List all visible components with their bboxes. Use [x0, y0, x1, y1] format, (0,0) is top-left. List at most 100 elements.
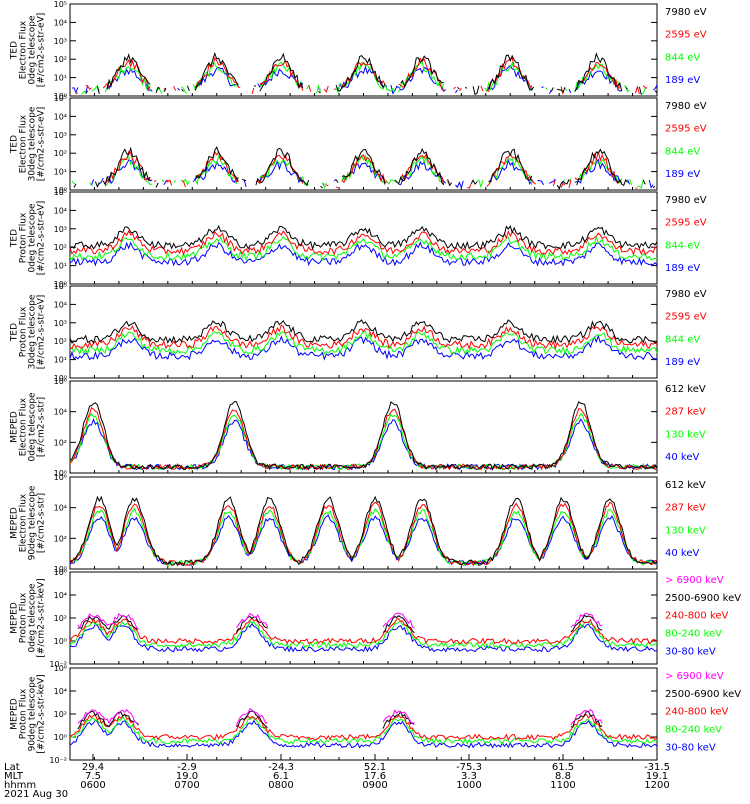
- series-trace-612-kev: [69, 495, 658, 567]
- series-trace-2595-ev: [69, 324, 658, 350]
- y-tick-label: 10⁶: [54, 377, 67, 386]
- panel-4: 10⁰ 10¹ 10² 10³ 10⁴ 10⁵ TEDProton Flux30deg te…: [10, 282, 707, 383]
- series-trace-2595-ev: [69, 229, 658, 256]
- series-trace-2595-ev: [76, 58, 657, 94]
- y-tick-label: 10⁰: [54, 733, 67, 742]
- legend-entry: 189 eV: [665, 75, 700, 86]
- legend-entry: 2595 eV: [665, 124, 707, 135]
- y-axis-label: MEPEDElectron Flux90deg telescope[#/cm2-…: [10, 485, 47, 560]
- y-tick-label: 10⁻²: [49, 660, 67, 669]
- y-tick-label: 10⁴: [54, 408, 67, 417]
- panel-8: 10⁻² 10⁰ 10² 10⁴ 10⁶ MEPEDProton Flux90deg te…: [10, 664, 742, 765]
- series-trace-189-ev: [69, 240, 658, 267]
- legend-entry: 7980 eV: [665, 289, 707, 300]
- legend-entry: 189 eV: [665, 357, 700, 368]
- x-tick-label-lat: -24.3: [268, 762, 294, 773]
- legend-entry: 7980 eV: [665, 195, 707, 206]
- legend-entry: 2500-6900 keV: [665, 689, 741, 700]
- legend-entry: 240-800 keV: [665, 611, 729, 622]
- y-axis-label: TEDProton Flux0deg telescope[#/cm2-s-str…: [10, 201, 47, 276]
- y-tick-label: 10²: [54, 710, 67, 719]
- y-tick-label: 10¹: [54, 74, 67, 83]
- x-tick-label-lat: 52.1: [364, 762, 386, 773]
- y-tick-label: 10¹: [54, 356, 67, 365]
- y-tick-label: 10²: [54, 438, 67, 447]
- series-trace-844-ev: [69, 235, 658, 262]
- x-tick-label-hhmm: 0800: [268, 780, 293, 791]
- legend-entry: 2595 eV: [665, 312, 707, 323]
- y-tick-label: 10¹: [54, 168, 67, 177]
- series-trace-844-ev: [81, 61, 646, 95]
- y-tick-label: 10⁴: [54, 591, 67, 600]
- panel-7: 10⁻² 10⁰ 10² 10⁴ 10⁶ MEPEDProton Flux0deg tel…: [10, 568, 742, 669]
- legend-entry: 612 keV: [665, 384, 706, 395]
- legend-entry: 40 keV: [665, 548, 699, 559]
- series-trace--6900-kev: [77, 612, 603, 630]
- date-label: 2021 Aug 30: [4, 789, 68, 800]
- y-tick-label: 10⁵: [54, 282, 67, 291]
- legend-entry: 7980 eV: [665, 101, 707, 112]
- x-tick-label-hhmm: 0600: [80, 780, 105, 791]
- y-tick-label: 10⁴: [54, 300, 67, 309]
- series-trace-2595-ev: [105, 152, 655, 189]
- y-tick-label: 10²: [54, 534, 67, 543]
- y-axis-label: TEDProton Flux30deg telescope[#/cm2-s-st…: [10, 294, 47, 369]
- series-trace-40-kev: [69, 514, 658, 566]
- legend-entry: 130 keV: [665, 429, 706, 440]
- series-trace-189-ev: [69, 334, 658, 361]
- series-trace-189-ev: [71, 64, 658, 95]
- series-trace-7980-ev: [85, 51, 658, 96]
- y-tick-label: 10⁰: [54, 469, 67, 478]
- y-axis-label: MEPEDElectron Flux0deg telescope[#/cm2-s…: [10, 392, 47, 462]
- series-trace-287-kev: [69, 406, 658, 471]
- y-tick-label: 10⁰: [54, 92, 67, 101]
- y-tick-label: 10⁰: [54, 637, 67, 646]
- y-tick-label: 10⁴: [54, 18, 67, 27]
- series-trace-612-kev: [69, 400, 658, 471]
- x-tick-label-lat: 29.4: [82, 762, 104, 773]
- legend-entry: 30-80 keV: [665, 646, 716, 657]
- x-tick-label-lat: -31.5: [644, 762, 670, 773]
- legend-entry: 7980 eV: [665, 7, 707, 18]
- x-tick-label-mlt: 7.5: [85, 771, 101, 782]
- mlt-row-label: MLT: [4, 771, 24, 782]
- legend-entry: 287 keV: [665, 503, 706, 514]
- x-tick-label-mlt: 19.1: [646, 771, 668, 782]
- y-tick-label: 10⁶: [54, 568, 67, 577]
- series-trace-80-240-kev: [69, 715, 658, 745]
- series-trace--6900-kev: [77, 708, 603, 726]
- x-tick-label-mlt: 6.1: [273, 771, 289, 782]
- y-tick-label: 10⁵: [54, 0, 67, 9]
- y-tick-label: 10²: [54, 149, 67, 158]
- x-tick-label-mlt: 8.8: [555, 771, 571, 782]
- y-tick-label: 10²: [54, 614, 67, 623]
- series-trace-7980-ev: [73, 145, 656, 190]
- panel-frame: [69, 97, 658, 191]
- x-tick-label-hhmm: 1200: [644, 780, 669, 791]
- legend-entry: 30-80 keV: [665, 742, 716, 753]
- legend-entry: 844 eV: [665, 334, 700, 345]
- y-tick-label: 10²: [54, 243, 67, 252]
- x-tick-label-hhmm: 0900: [362, 780, 387, 791]
- x-tick-label-lat: -75.3: [456, 762, 482, 773]
- x-tick-label-mlt: 19.0: [176, 771, 198, 782]
- x-tick-label-mlt: 17.6: [364, 771, 386, 782]
- series-trace-7980-ev: [69, 224, 658, 251]
- series-trace-2500-6900-kev: [77, 710, 603, 730]
- legend-entry: > 6900 keV: [665, 575, 724, 586]
- x-tick-label-hhmm: 1100: [550, 780, 575, 791]
- series-trace-844-ev: [72, 156, 649, 188]
- x-tick-label-lat: -2.9: [177, 762, 197, 773]
- legend-entry: 2500-6900 keV: [665, 593, 741, 604]
- legend-entry: 612 keV: [665, 480, 706, 491]
- legend-entry: 2595 eV: [665, 30, 707, 41]
- legend-entry: 844 eV: [665, 52, 700, 63]
- series-trace-30-80-kev: [69, 719, 658, 749]
- y-axis-label: TEDElectron Flux30deg telescope[#/cm2-s-…: [10, 106, 47, 181]
- legend-entry: 287 keV: [665, 407, 706, 418]
- y-tick-label: 10⁰: [54, 186, 67, 195]
- y-tick-label: 10⁰: [54, 280, 67, 289]
- legend-entry: 80-240 keV: [665, 725, 722, 736]
- y-tick-label: 10⁴: [54, 687, 67, 696]
